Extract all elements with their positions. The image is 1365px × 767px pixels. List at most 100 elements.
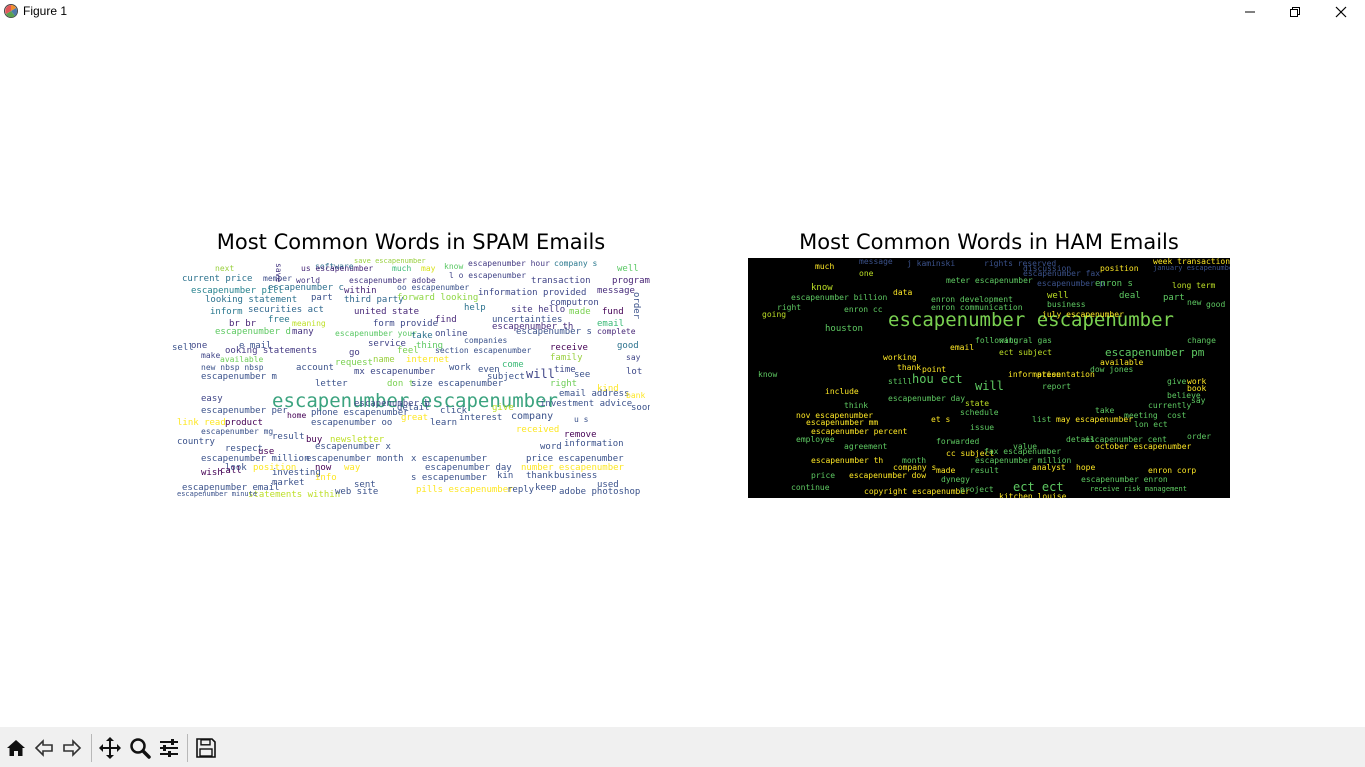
spam-cloud-word: request bbox=[335, 358, 373, 368]
spam-cloud-word: easy bbox=[201, 394, 223, 404]
spam-cloud-word: find bbox=[435, 315, 457, 325]
ham-cloud-word: presentation bbox=[1037, 370, 1095, 379]
zoom-button[interactable] bbox=[127, 735, 153, 761]
ham-cloud-word: made bbox=[936, 466, 956, 475]
spam-cloud-word: world bbox=[296, 276, 321, 285]
ham-cloud-word: well bbox=[1047, 291, 1069, 301]
configure-icon bbox=[160, 739, 178, 757]
forward-button[interactable] bbox=[59, 735, 85, 761]
ham-cloud-word: hope bbox=[1076, 463, 1096, 472]
ham-cloud-word: deal bbox=[1119, 291, 1141, 301]
spam-cloud-word: escapenumber adobe bbox=[349, 276, 436, 285]
spam-cloud-word: escapenumber day bbox=[425, 463, 512, 473]
ham-cloud-word: escapenumber million bbox=[975, 456, 1072, 465]
spam-cloud-word: transaction bbox=[531, 276, 591, 286]
spam-cloud-word: escapenumber m bbox=[201, 372, 277, 382]
ham-cloud-word: escapenumber mm bbox=[806, 418, 879, 427]
spam-cloud-word: business bbox=[554, 471, 598, 481]
ham-cloud-word: january escapenumber bbox=[1153, 264, 1230, 272]
spam-cloud-word: save bbox=[274, 263, 283, 283]
minimize-button[interactable] bbox=[1227, 0, 1273, 23]
spam-cloud-word: look bbox=[225, 463, 247, 473]
ham-cloud-word: hou ect bbox=[912, 372, 963, 386]
pan-button[interactable] bbox=[97, 735, 123, 761]
spam-cloud-word: escapenumber d bbox=[215, 327, 291, 337]
ham-cloud-word: escapenumber fax bbox=[1023, 269, 1101, 278]
save-figure-button[interactable] bbox=[193, 735, 219, 761]
spam-cloud-word: will bbox=[526, 367, 555, 381]
configure-subplots-button[interactable] bbox=[156, 735, 182, 761]
ham-cloud-word: j kaminski bbox=[907, 259, 956, 268]
spam-cloud-word: l o escapenumber bbox=[449, 271, 527, 280]
spam-cloud-word: thing bbox=[416, 341, 444, 351]
spam-cloud-word: company s bbox=[554, 259, 598, 268]
toolbar-separator bbox=[91, 734, 92, 762]
ham-cloud-word: report bbox=[1042, 382, 1071, 391]
spam-cloud-word: name bbox=[373, 355, 395, 365]
ham-cloud-word: enron s bbox=[1095, 279, 1133, 289]
ham-cloud-word: good bbox=[1206, 300, 1226, 309]
spam-cloud-word: kin bbox=[497, 471, 514, 481]
spam-cloud-word: information bbox=[564, 439, 624, 449]
spam-cloud-word: escapenumber pill bbox=[191, 286, 284, 296]
spam-cloud-word: uncertainties bbox=[492, 315, 563, 325]
close-button[interactable] bbox=[1318, 0, 1364, 23]
ham-cloud-word: escapenumber cent bbox=[1085, 435, 1167, 444]
ham-cloud-word: enron communication bbox=[931, 303, 1023, 312]
spam-cloud-word: form provide bbox=[373, 319, 439, 329]
spam-cloud-word: newsletter bbox=[330, 435, 385, 445]
toolbar-separator bbox=[187, 734, 188, 762]
ham-cloud-word: value bbox=[1013, 442, 1038, 451]
spam-cloud-word: e mail bbox=[239, 341, 272, 351]
spam-cloud-word: message bbox=[597, 286, 635, 296]
ham-cloud-word: business bbox=[1047, 300, 1086, 309]
ham-cloud-word: copyright escapenumber bbox=[864, 487, 970, 496]
spam-cloud-word: escapenumber million bbox=[201, 454, 310, 464]
spam-cloud-word: well bbox=[617, 264, 639, 274]
ham-cloud-word: issue bbox=[970, 423, 995, 432]
spam-cloud-word: market bbox=[272, 478, 305, 488]
ham-cloud-word: know bbox=[758, 370, 778, 379]
spam-cloud-word: buy bbox=[306, 435, 323, 445]
back-icon bbox=[34, 739, 53, 757]
ham-cloud-word: et s bbox=[931, 415, 951, 424]
spam-cloud-word: way bbox=[344, 463, 361, 473]
ham-cloud-word: may escapenumber bbox=[1056, 415, 1134, 424]
spam-cloud-word: escapenumber email bbox=[182, 483, 280, 493]
spam-cloud-word: don t bbox=[387, 379, 415, 389]
spam-cloud-word: escapenumber per bbox=[201, 406, 288, 416]
ham-cloud-word: new bbox=[1187, 298, 1202, 307]
home-icon bbox=[7, 740, 25, 756]
spam-cloud-word: remove bbox=[564, 430, 597, 440]
spam-cloud-word: part bbox=[311, 293, 333, 303]
spam-cloud-word: x escapenumber bbox=[411, 454, 487, 464]
spam-cloud-word: forward looking bbox=[397, 293, 479, 303]
ham-cloud-word: week transaction bbox=[1153, 258, 1230, 266]
ham-cloud-word: book bbox=[1187, 384, 1207, 393]
restore-button[interactable] bbox=[1272, 0, 1318, 23]
ham-cloud-word: one bbox=[859, 269, 874, 278]
spam-cloud-word: section escapenumber bbox=[435, 346, 532, 355]
spam-wordcloud-image: escapenumber escapenumber next member save s… bbox=[172, 258, 650, 498]
ham-cloud-word: list bbox=[1032, 415, 1052, 424]
pan-icon bbox=[99, 737, 121, 759]
ham-cloud-word: believe bbox=[1167, 391, 1201, 400]
spam-cloud-word: bank bbox=[626, 391, 646, 400]
matplotlib-app-icon bbox=[4, 4, 18, 18]
spam-cloud-word: service bbox=[368, 339, 406, 349]
ham-cloud-word: employee bbox=[796, 435, 835, 444]
ham-cloud-word: message bbox=[859, 258, 893, 266]
spam-cloud-word: escapenumber b bbox=[354, 399, 430, 409]
spam-cloud-word: see bbox=[574, 370, 591, 380]
back-button[interactable] bbox=[31, 735, 57, 761]
navigation-toolbar bbox=[0, 727, 1365, 767]
spam-cloud-word: new nbsp nbsp bbox=[201, 363, 264, 372]
home-button[interactable] bbox=[3, 735, 29, 761]
spam-cloud-word: escapenumber mg bbox=[201, 427, 274, 436]
spam-cloud-word: wish bbox=[201, 468, 223, 478]
spam-cloud-word: account bbox=[296, 363, 334, 373]
ham-cloud-word: order bbox=[1187, 432, 1212, 441]
spam-cloud-word: take bbox=[411, 331, 433, 341]
spam-cloud-word: escapenumber x bbox=[315, 442, 391, 452]
spam-cloud-word: time bbox=[554, 365, 576, 375]
